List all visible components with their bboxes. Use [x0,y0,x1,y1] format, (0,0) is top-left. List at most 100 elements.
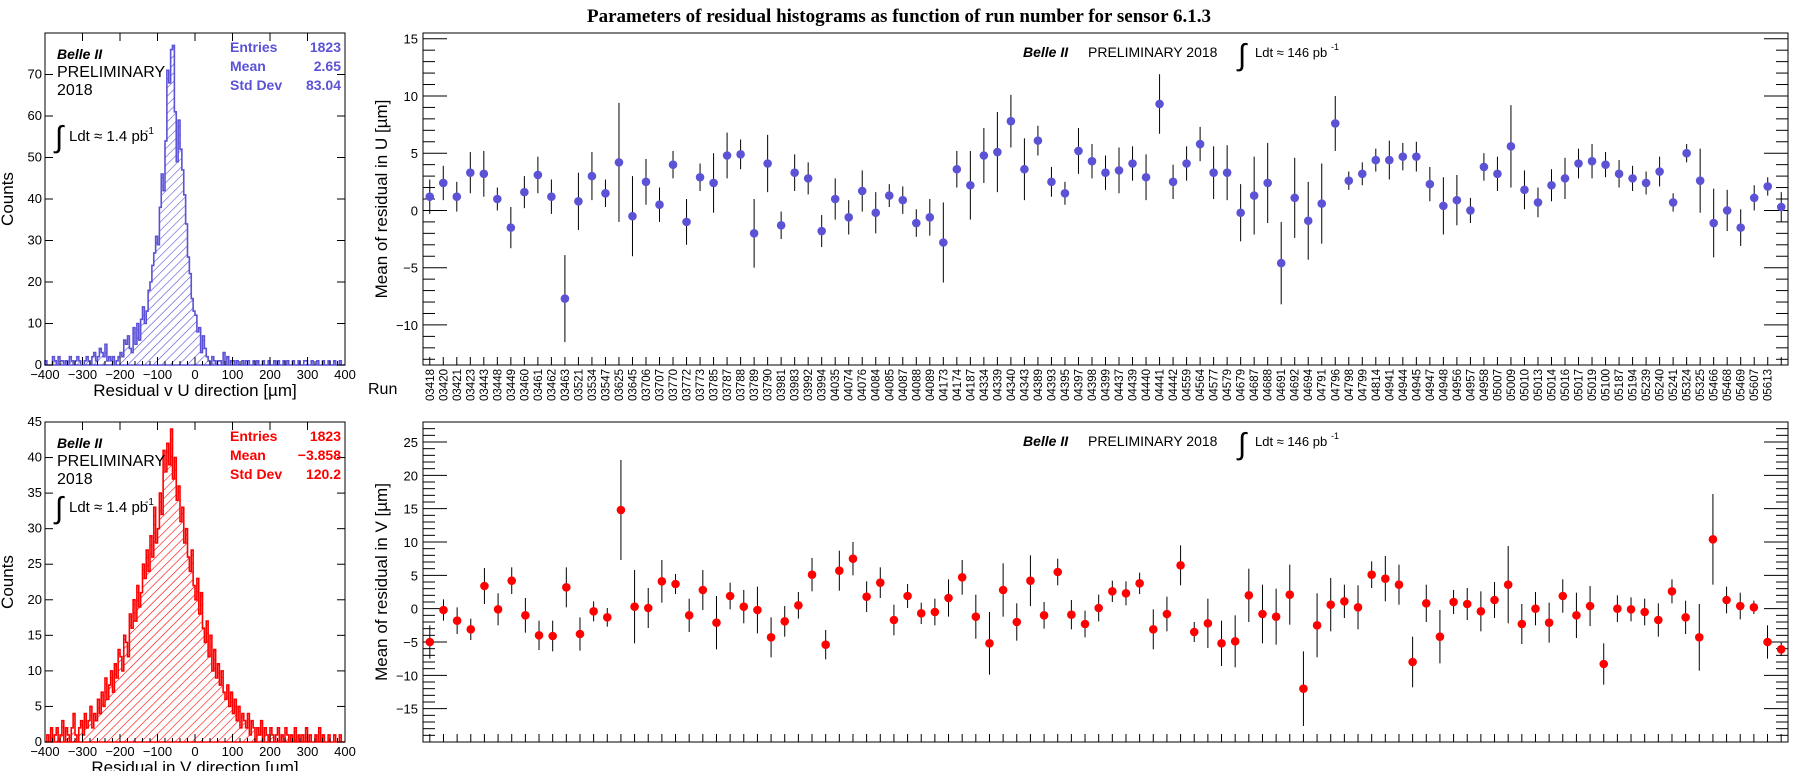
mean_u-point [1722,206,1732,215]
mean_v-point [1340,597,1349,606]
mean_u-run-label: 04941 [1384,369,1396,401]
mean_u-run-label: 05607 [1749,369,1761,401]
hist_v-lumi-label: Ldt ≈ 1.4 pb [69,499,148,516]
mean_v-lumi-label: Ldt ≈ 146 pb [1255,434,1327,449]
mean_v-point [1749,603,1759,612]
mean_u-ytick-label: 5 [411,146,418,161]
mean_v-point [1599,659,1609,669]
mean_u-run-label: 05013 [1533,369,1545,401]
mean_v-point [1435,632,1445,641]
mean_u-run-label: 05019 [1587,369,1599,401]
mean_u-point [1033,136,1043,145]
mean_u-point [655,200,664,210]
mean_u-run-label: 04559 [1182,369,1194,401]
mean_u-run-label: 05017 [1574,369,1586,401]
mean_u-run-label: 03625 [614,369,626,401]
mean_u-run-label: 04340 [1006,369,1018,401]
mean_v-point [1230,637,1240,646]
mean_u-run-label: 04437 [1114,369,1126,401]
mean_u-point [614,158,624,167]
mean_u-run-label: 03449 [506,369,518,401]
mean_v-point [1217,639,1226,648]
mean_u-point [1060,188,1070,198]
mean_u-point [1695,176,1705,185]
mean_u-point [574,196,583,206]
hist_v-xtick-label: 100 [222,744,244,759]
hist_u-ytick-label: 70 [28,67,42,82]
mean_u-run-label: 03418 [425,369,437,401]
hist_v-year-label: 2018 [57,471,93,488]
hist_u-stat-label: Entries [230,39,278,55]
hist_v-stat-value: 1823 [310,428,341,444]
mean_u-run-label: 04692 [1290,369,1302,401]
mean_u-point [1479,162,1489,172]
mean_v-point [575,629,585,639]
mean_v-point [1353,603,1363,612]
mean_v-point [944,593,953,603]
mean_v-integral-sign: ∫ [1236,428,1248,461]
mean_v-point [1421,599,1431,608]
mean_u-run-label: 04958 [1479,369,1491,401]
mean_v-point [753,605,762,615]
mean_u-run-label: 03785 [709,369,721,401]
mean_v-point [452,616,462,625]
mean_u-run-label: 04395 [1060,369,1072,401]
mean_u-run-label: 04035 [830,369,842,401]
mean_u-point [736,150,745,159]
hist_v-ytick-label: 20 [28,592,42,607]
mean_v-point [589,607,598,616]
mean_u-point [438,178,448,188]
hist_v-ytick-label: 35 [28,485,42,500]
mean_v-point [1326,600,1336,609]
mean_v-ylabel: Mean of residual in V [µm] [372,483,391,681]
mean_u-run-label: 04334 [979,368,991,401]
mean_v-point [1067,610,1076,619]
mean_u-run-label: 05469 [1736,369,1748,401]
hist_u-xtick-label: −100 [143,367,172,382]
mean_u-ytick-label: 10 [404,89,418,104]
hist_u-ytick-label: 50 [28,150,42,165]
mean_u-point [1182,159,1191,168]
hist_v-belle-label: Belle II [57,435,103,451]
mean_v-point [439,605,448,615]
mean_v-point [1735,601,1745,611]
mean_u-run-label: 04440 [1141,369,1153,401]
hist_v-xtick-label: −300 [68,744,97,759]
mean_u-point [1628,174,1637,183]
mean_v-point [1189,627,1199,637]
mean_u-run-label: 04393 [1046,369,1058,401]
mean_v-point [1408,657,1417,667]
hist_u-ytick-label: 20 [28,274,42,289]
mean_v-point [657,577,667,586]
mean_v-point [1667,587,1677,596]
mean_u-run-label: 03443 [479,369,491,401]
mean_u-point [1709,218,1718,228]
hist_u-xtick-label: 300 [297,367,319,382]
mean_u-point [1317,199,1327,208]
hist_u-xtick-label: −400 [30,367,59,382]
mean_v-point [1558,591,1568,601]
mean_v-point [780,617,790,626]
mean_u-point [871,208,881,218]
mean_u-frame [422,32,1789,366]
mean_u-point [425,192,435,202]
hist_v-ytick-label: 45 [28,414,42,429]
mean_u-point [1452,195,1462,205]
mean_v-point [1271,612,1281,621]
mean_u-run-label: 04957 [1465,369,1477,401]
mean_v-panel: −15 −10 −5 0 5 10 15 20 25 Mean of residual in V … [372,421,1789,743]
mean_u-run-label: 03423 [465,369,477,401]
mean_u-point [1736,223,1745,232]
hist_v-stat-value: −3.858 [298,447,341,463]
hist_u-lumi-label: Ldt ≈ 1.4 pb [69,128,148,145]
hist_u-stat-label: Mean [230,58,266,74]
mean_v-point [1394,580,1404,589]
mean_u-point [506,223,516,232]
mean_u-point [939,238,948,247]
hist_u-xtick-label: 200 [259,367,281,382]
mean_u-run-label: 04799 [1357,369,1369,401]
mean_v-point [862,592,871,601]
mean_v-point [1080,619,1090,629]
mean_u-run-label: 05007 [1492,369,1504,401]
hist_u-xtick-label: 400 [334,367,356,382]
